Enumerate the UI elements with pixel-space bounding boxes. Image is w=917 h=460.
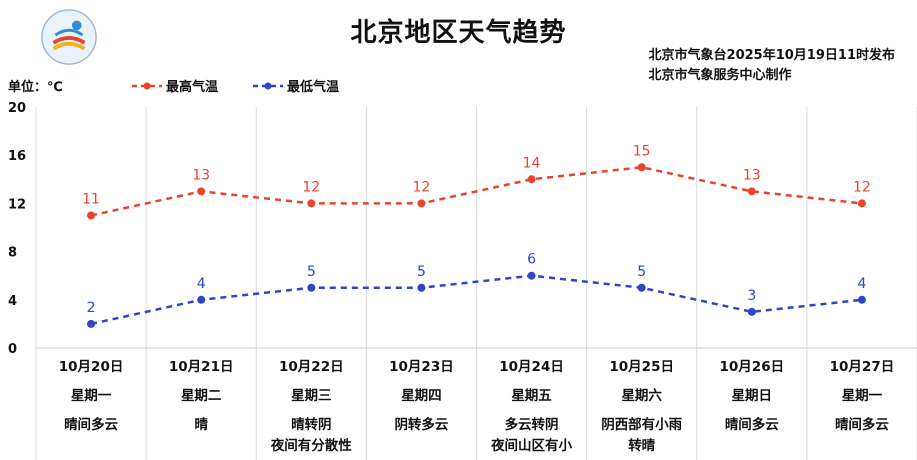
issue-line: 北京市气象台2025年10月19日11时发布 <box>648 48 895 63</box>
day-weather-line: 多云转阴 <box>504 417 559 433</box>
legend-low: 最低气温 <box>253 76 339 95</box>
day-weekday: 星期日 <box>731 388 773 404</box>
data-label-high: 12 <box>853 179 871 195</box>
day-date: 10月21日 <box>168 359 234 375</box>
day-date: 10月22日 <box>279 359 344 375</box>
day-weather: 晴转阴 夜间有分散性 <box>256 415 366 457</box>
day-weather-line: 晴 <box>194 417 208 433</box>
day-weekday: 星期二 <box>180 388 222 404</box>
day-weather-line: 晴间多云 <box>64 417 119 433</box>
day-weather: 晴 <box>146 415 256 436</box>
day-date: 10月26日 <box>719 359 785 375</box>
day-weather: 阴转多云 <box>366 415 476 436</box>
data-label-low: 5 <box>307 264 316 280</box>
day-cell: 10月27日 星期一晴间多云 <box>807 355 917 436</box>
day-weather-line: 晴间多云 <box>834 417 889 433</box>
unit-label: 单位：℃ <box>8 80 63 95</box>
day-date: 10月24日 <box>499 359 564 375</box>
data-label-high: 15 <box>633 143 651 159</box>
data-label-high: 11 <box>82 191 100 207</box>
data-label-high: 14 <box>523 155 541 171</box>
day-cell: 10月20日 星期一晴间多云 <box>36 355 146 436</box>
data-point-high <box>637 163 646 172</box>
data-label-low: 4 <box>197 276 206 292</box>
y-tick-label: 16 <box>8 149 26 164</box>
data-point-low <box>87 319 96 328</box>
data-label-low: 6 <box>527 252 536 268</box>
legend-high-swatch <box>132 82 162 89</box>
data-label-low: 4 <box>857 276 866 292</box>
y-tick-label: 20 <box>8 101 26 116</box>
day-weekday: 星期一 <box>841 388 883 404</box>
day-weekday: 星期三 <box>291 388 332 404</box>
legend-high-label: 最高气温 <box>166 80 219 95</box>
data-point-high <box>747 187 756 196</box>
series-line-high <box>90 165 863 217</box>
day-cell: 10月22日 星期三晴转阴夜间有分散性 <box>256 355 366 457</box>
day-date: 10月23日 <box>389 359 454 375</box>
day-weather-line: 晴转阴 <box>291 417 332 433</box>
data-point-high <box>307 199 316 208</box>
data-label-low: 5 <box>417 264 426 280</box>
day-date: 10月27日 <box>829 359 895 375</box>
day-weekday: 星期一 <box>70 388 112 404</box>
day-weather: 阴西部有小雨 转晴 <box>587 415 697 457</box>
data-label-low: 5 <box>637 264 646 280</box>
data-point-low <box>637 283 646 292</box>
y-tick-label: 12 <box>8 197 26 212</box>
data-point-high <box>417 199 426 208</box>
day-date: 10月25日 <box>609 359 674 375</box>
data-point-high <box>527 175 536 184</box>
data-point-high <box>857 199 866 208</box>
day-date: 10月20日 <box>58 359 124 375</box>
y-tick-label: 0 <box>8 342 17 357</box>
data-point-low <box>857 295 866 304</box>
data-point-low <box>527 271 536 280</box>
data-label-low: 3 <box>747 288 756 304</box>
data-label-high: 13 <box>192 167 210 183</box>
issue-info: 北京市气象台2025年10月19日11时发布 北京市气象服务中心制作 <box>649 46 895 86</box>
data-label-high: 12 <box>413 179 431 195</box>
data-point-low <box>197 295 206 304</box>
legend-low-label: 最低气温 <box>287 80 340 95</box>
day-weather-line: 夜间有分散性 <box>270 438 352 454</box>
page-title: 北京地区天气趋势 <box>350 18 567 48</box>
day-cell: 10月21日 星期二晴 <box>146 355 256 436</box>
day-cell: 10月26日 星期日晴间多云 <box>697 355 807 436</box>
day-weather: 晴间多云 <box>36 415 146 436</box>
data-label-high: 12 <box>302 179 320 195</box>
legend-high: 最高气温 <box>132 76 218 95</box>
day-weekday: 星期四 <box>401 388 442 404</box>
day-cell: 10月24日 星期五多云转阴夜间山区有小 <box>477 355 587 457</box>
data-point-low <box>307 283 316 292</box>
data-point-high <box>197 187 206 196</box>
day-weather: 多云转阴夜间山区有小 <box>477 415 587 457</box>
day-weather-line: 阴转多云 <box>394 417 449 433</box>
producer-line: 北京市气象服务中心制作 <box>648 68 792 83</box>
data-point-low <box>747 307 756 316</box>
day-weather: 晴间多云 <box>697 415 807 436</box>
day-cell: 10月23日 星期四阴转多云 <box>366 355 476 436</box>
data-point-high <box>87 211 96 220</box>
data-label-high: 13 <box>743 167 761 183</box>
legend-low-swatch <box>253 82 283 89</box>
data-label-low: 2 <box>87 300 96 316</box>
day-weather: 晴间多云 <box>807 415 917 436</box>
day-weather-line: 转晴 <box>628 438 656 454</box>
day-weather-line: 晴间多云 <box>724 417 779 433</box>
day-weather-line: 阴西部有小雨 <box>601 417 683 433</box>
y-tick-label: 4 <box>8 294 17 309</box>
day-weather-line: 夜间山区有小 <box>491 438 573 454</box>
y-tick-label: 8 <box>8 246 17 261</box>
data-point-low <box>417 283 426 292</box>
meteorological-logo-icon <box>41 9 97 65</box>
series-line-low <box>90 274 863 326</box>
day-weekday: 星期六 <box>621 388 662 404</box>
day-weekday: 星期五 <box>511 388 552 404</box>
day-cell: 10月25日 星期六阴西部有小雨 转晴 <box>587 355 697 457</box>
